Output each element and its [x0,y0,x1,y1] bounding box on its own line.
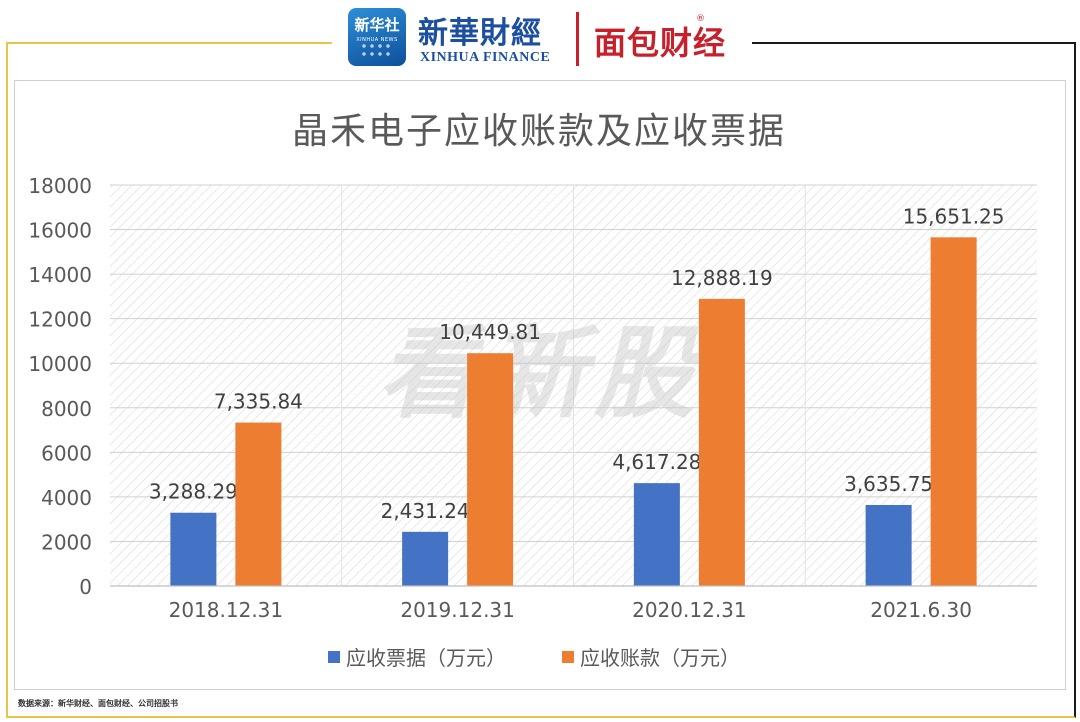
bar-series1-0 [170,512,217,586]
brand-cn: 新華財經 [418,16,542,51]
bar-series2-2 [698,298,745,586]
legend-label-2: 应收账款（万元） [580,646,740,670]
x-axis: 2018.12.31 2019.12.31 2020.12.31 2021.6.30 [110,585,1037,622]
bar-series1-1 [402,531,449,586]
chart-title: 晶禾电子应收账款及应收票据 [291,111,786,152]
bar-series1-3 [865,505,912,586]
data-label: 3,635.75 [844,472,933,496]
x-tick-label: 2018.12.31 [169,598,284,622]
frame-top-left-line [6,42,332,44]
xinhua-logo-icon: 新华社 XINHUA NEWS [348,8,406,66]
data-label: 10,449.81 [439,320,541,344]
legend-label-1: 应收票据（万元） [346,646,506,670]
y-tick-label: 16000 [28,219,92,243]
x-tick-label: 2020.12.31 [632,598,747,622]
x-tick-label: 2021.6.30 [870,598,972,622]
source-note: 数据来源：新华财经、面包财经、公司招股书 [18,699,178,708]
y-tick-label: 0 [79,575,92,599]
frame-top-right-line [752,42,1074,44]
partner-logo: 面包财经 [594,24,727,62]
data-label: 3,288.29 [149,480,238,504]
legend-swatch-1 [328,651,340,663]
bar-series2-1 [467,353,514,586]
x-tick-label: 2019.12.31 [400,598,515,622]
y-tick-label: 4000 [41,486,92,510]
logo-badge-text: 新华社 [354,16,400,34]
y-axis: 0 2000 4000 6000 8000 10000 12000 14000 16000 180… [28,174,92,599]
y-tick-label: 12000 [28,308,92,332]
data-label: 2,431.24 [381,499,470,523]
watermark: 看新股 [378,315,704,432]
y-tick-label: 14000 [28,263,92,287]
header-logos: 新华社 XINHUA NEWS 新華財經 XINHUA FINANCE 面包财经… [340,6,746,70]
y-tick-label: 2000 [41,530,92,554]
data-label: 4,617.28 [612,450,701,474]
legend-swatch-2 [562,651,574,663]
bar-series2-0 [235,422,282,586]
legend: 应收票据（万元） 应收账款（万元） [328,646,740,670]
data-label: 7,335.84 [214,390,303,414]
data-label: 15,651.25 [903,204,1005,228]
y-tick-label: 10000 [28,352,92,376]
bars: 3,288.29 7,335.84 2,431.24 10,449.81 4,617.2… [149,204,1005,586]
bar-series2-3 [930,237,977,586]
bar-series1-2 [633,483,680,586]
brand-en: XINHUA FINANCE [420,50,551,65]
y-tick-label: 8000 [41,397,92,421]
partner-reg-mark: ® [696,14,705,24]
logo-divider [576,12,579,66]
y-tick-label: 18000 [28,174,92,198]
y-tick-label: 6000 [41,441,92,465]
logo-badge-sub: XINHUA NEWS [356,37,398,43]
data-label: 12,888.19 [671,266,773,290]
outer-frame [6,42,1076,718]
